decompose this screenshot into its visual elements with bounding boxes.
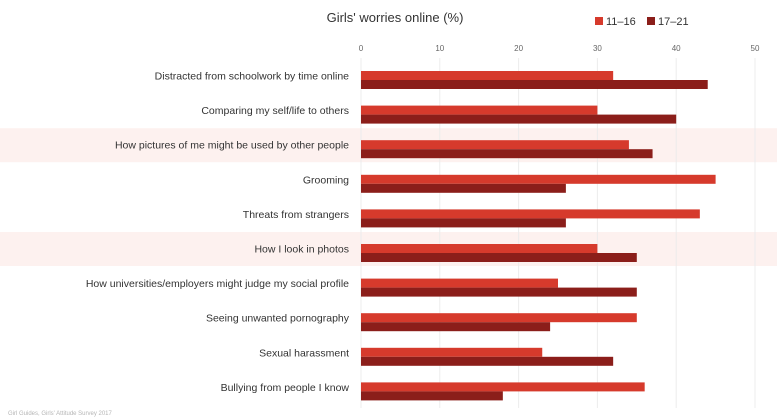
category-label: How I look in photos [254,244,349,256]
x-tick-label: 0 [359,44,364,53]
category-labels: Distracted from schoolwork by time onlin… [86,71,350,394]
bar [361,218,566,228]
bar [361,244,598,253]
bar [361,347,543,357]
x-tick-label: 40 [672,44,681,53]
x-axis-ticks: 0 10 20 30 40 50 [359,44,760,53]
category-label: Bullying from people I know [221,382,350,394]
bar [361,209,700,219]
legend-label: 11–16 [606,16,636,28]
bar [361,140,629,150]
legend-label: 17–21 [658,16,689,28]
x-tick-label: 10 [435,44,444,53]
category-label: Distracted from schoolwork by time onlin… [155,71,349,83]
bar [361,80,708,89]
bar [361,183,566,193]
bar [361,313,637,323]
bar [361,356,614,366]
bar [361,382,645,392]
legend-swatch [647,17,655,25]
bar [361,253,637,262]
bar [361,287,637,297]
bar [361,114,677,124]
category-label: Comparing my self/life to others [201,105,349,117]
bar [361,105,598,115]
bar [361,391,503,401]
category-label: Sexual harassment [259,347,349,359]
x-tick-label: 20 [514,44,523,53]
bar [361,322,551,332]
chart-title: Girls' worries online (%) [327,10,464,25]
category-label: Grooming [303,174,349,186]
legend-swatch [595,17,603,25]
legend: 11–16 17–21 [595,16,689,28]
source-note: Girl Guides, Girls' Attitude Survey 2017 [8,411,113,417]
bar [361,71,614,80]
bars [361,71,716,401]
category-label: How universities/employers might judge m… [86,278,349,290]
category-label: Seeing unwanted pornography [206,313,350,325]
bar [361,149,653,159]
x-tick-label: 30 [593,44,602,53]
bar [361,278,558,288]
category-label: Threats from strangers [243,209,349,221]
category-label: How pictures of me might be used by othe… [115,140,349,152]
bar [361,174,716,184]
x-tick-label: 50 [751,44,760,53]
